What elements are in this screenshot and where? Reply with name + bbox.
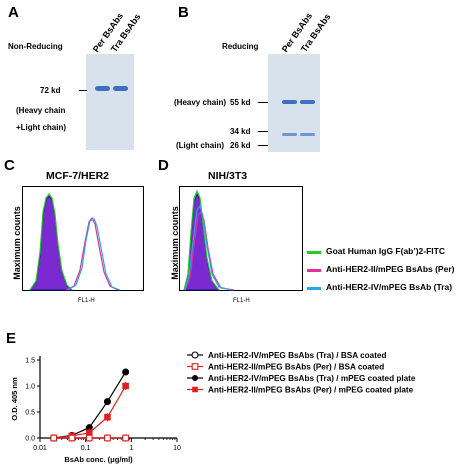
chart-legend-label: Anti-HER2-IV/mPEG BsAbs (Tra) / BSA coat…	[208, 351, 387, 360]
chart-x-tick-label: 10	[173, 445, 181, 452]
flow-legend-label-tra: Anti-HER2-IV/mPEG BsAb (Tra)	[326, 282, 453, 292]
panel-c-per-line	[65, 216, 119, 291]
panel-a-annotation-1: (Heavy chain	[16, 106, 66, 115]
panel-c-histogram: FL1-H	[22, 186, 144, 304]
chart-y-tick-label: 0.5	[25, 410, 35, 417]
chart-x-tick-label: 0.1	[81, 445, 91, 452]
chart-point	[122, 434, 129, 442]
panel-c-xlabel: FL1-H	[78, 298, 95, 304]
panel-a-marker-72: 72 kd	[40, 86, 61, 95]
chart-y-tick-label: 0.0	[25, 436, 35, 443]
chart-legend-marker	[191, 351, 199, 359]
chart-y-axis-label: O.D. 405 nm	[10, 377, 19, 421]
panel-d-title: NIH/3T3	[208, 170, 248, 182]
chart-x-tick-label: 0.01	[33, 445, 47, 452]
chart-legend-label: Anti-HER2-II/mPEG BsAbs (Per) / BSA coat…	[208, 363, 384, 372]
chart-legend-marker	[192, 375, 198, 381]
panel-d-histogram: FL1-H	[179, 186, 303, 304]
chart-point	[122, 382, 129, 390]
panel-b-marker-34-tick	[258, 131, 268, 132]
panel-b-heavy-label: (Heavy chain)	[174, 98, 227, 107]
chart-x-tick-label: 1	[129, 445, 133, 452]
panel-e-label: E	[6, 330, 17, 347]
flow-legend-label-isotype: Goat Human IgG F(ab’)2-FITC	[326, 246, 445, 256]
panel-a-band-per	[95, 86, 110, 91]
panel-a-gel	[86, 54, 134, 150]
chart-x-axis-label: BsAb conc. (μg/ml)	[64, 455, 133, 464]
chart-legend-marker	[191, 363, 199, 370]
panel-b-band-heavy-tra	[300, 100, 315, 104]
chart-legend-label: Anti-HER2-II/mPEG BsAbs (Per) / mPEG coa…	[208, 386, 414, 395]
panel-b-band-light-tra	[300, 133, 315, 136]
flow-legend-label-per: Anti-HER2-II/mPEG BsAbs (Per)	[326, 264, 455, 274]
chart-y-tick-label: 1.5	[25, 358, 35, 365]
panel-a-band-tra	[113, 86, 128, 91]
panel-a-marker-tick	[79, 90, 87, 91]
chart-point	[103, 398, 111, 406]
panel-d-xlabel: FL1-H	[233, 298, 250, 304]
chart-point	[122, 368, 130, 376]
panel-d-tra-line	[184, 204, 232, 291]
chart-legend-label: Anti-HER2-IV/mPEG BsAbs (Tra) / mPEG coa…	[208, 374, 416, 383]
panel-d-isotype-line	[183, 189, 220, 291]
panel-b-marker-55: 55 kd	[230, 98, 251, 107]
panel-b-marker-55-tick	[258, 102, 268, 103]
panel-a-condition: Non-Reducing	[8, 42, 63, 51]
panel-c-tra-line	[67, 218, 121, 291]
chart-y-tick-label: 1.0	[25, 384, 35, 391]
panel-b-marker-26: 26 kd	[230, 141, 251, 150]
flow-legend-swatch-tra	[307, 287, 321, 290]
panel-c-title: MCF-7/HER2	[46, 170, 110, 182]
chart-point	[68, 434, 76, 442]
chart-point	[85, 434, 93, 442]
chart-point	[104, 413, 111, 421]
panel-d-label: D	[158, 157, 169, 174]
panel-c-isotype-line	[29, 193, 73, 291]
panel-a-annotation-2: +Light chain)	[16, 123, 66, 132]
chart-point	[104, 434, 111, 442]
panel-a-label: A	[8, 4, 19, 21]
panel-c-label: C	[4, 157, 15, 174]
panel-b-band-heavy-per	[282, 100, 297, 104]
panel-b-marker-34: 34 kd	[230, 127, 251, 136]
panel-b-marker-26-tick	[258, 145, 268, 146]
panel-b-band-light-per	[282, 133, 297, 136]
panel-e-chart: 0.0 0.5 1.0 1.5 0.01 0.1 1 10 BsAb conc. (μg/ml)…	[10, 351, 416, 464]
panel-c-ylabel: Maximum counts	[11, 206, 22, 280]
flow-legend-swatch-isotype	[307, 251, 321, 254]
panel-b-gel	[268, 54, 320, 152]
flow-legend-swatch-per	[307, 269, 321, 272]
chart-legend-marker	[192, 386, 198, 393]
panel-b-label: B	[178, 4, 189, 21]
panel-b-light-label: (Light chain)	[176, 141, 224, 150]
panel-b-condition: Reducing	[222, 42, 259, 51]
chart-point	[50, 434, 58, 442]
